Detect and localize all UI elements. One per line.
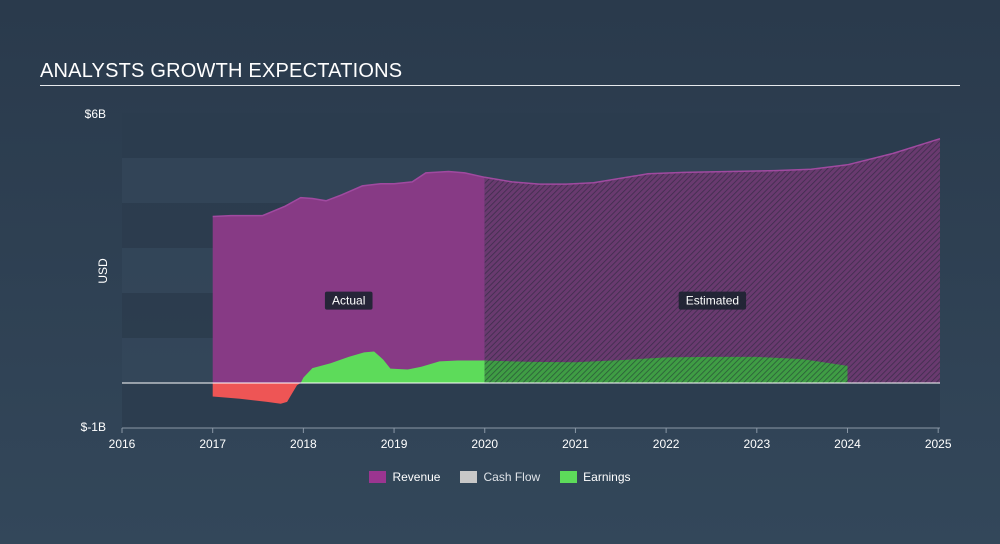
legend: Revenue Cash Flow Earnings [0, 470, 1000, 484]
title-divider [40, 85, 960, 86]
x-tick-label: 2017 [199, 437, 226, 451]
legend-label-revenue: Revenue [392, 470, 441, 484]
annotation-actual: Actual [332, 294, 365, 308]
y-tick-top: $6B [85, 107, 106, 121]
earnings-swatch [560, 471, 578, 483]
x-tick-label: 2024 [834, 437, 861, 451]
legend-label-cash-flow: Cash Flow [483, 470, 541, 484]
legend-item-revenue[interactable]: Revenue [369, 470, 440, 484]
chart-title: ANALYSTS GROWTH EXPECTATIONS [40, 60, 403, 82]
legend-item-cash-flow[interactable]: Cash Flow [460, 470, 540, 484]
y-tick-bottom: $-1B [81, 420, 106, 434]
legend-item-earnings[interactable]: Earnings [560, 470, 631, 484]
revenue-line [212, 137, 941, 218]
earnings-actual-area [300, 351, 485, 383]
legend-label-earnings: Earnings [583, 470, 631, 484]
annotation-box [678, 291, 747, 310]
y-axis-label: USD [96, 258, 110, 284]
x-tick-label: 2025 [925, 437, 952, 451]
x-tick-label: 2019 [381, 437, 408, 451]
revenue-actual-area [212, 171, 485, 383]
x-tick-label: 2021 [562, 437, 589, 451]
cash-flow-swatch [460, 471, 478, 483]
x-tick-label: 2018 [290, 437, 317, 451]
revenue-swatch [369, 471, 387, 483]
earnings-negative-area [212, 383, 301, 404]
grid-band [122, 113, 940, 158]
revenue-estimated-hatch [484, 138, 940, 383]
x-tick-label: 2016 [109, 437, 136, 451]
x-tick-label: 2020 [471, 437, 498, 451]
x-tick-label: 2023 [743, 437, 770, 451]
annotation-estimated: Estimated [686, 294, 739, 308]
annotation-box [324, 291, 373, 310]
earnings-estimated-hatch [484, 356, 848, 383]
x-tick-label: 2022 [653, 437, 680, 451]
